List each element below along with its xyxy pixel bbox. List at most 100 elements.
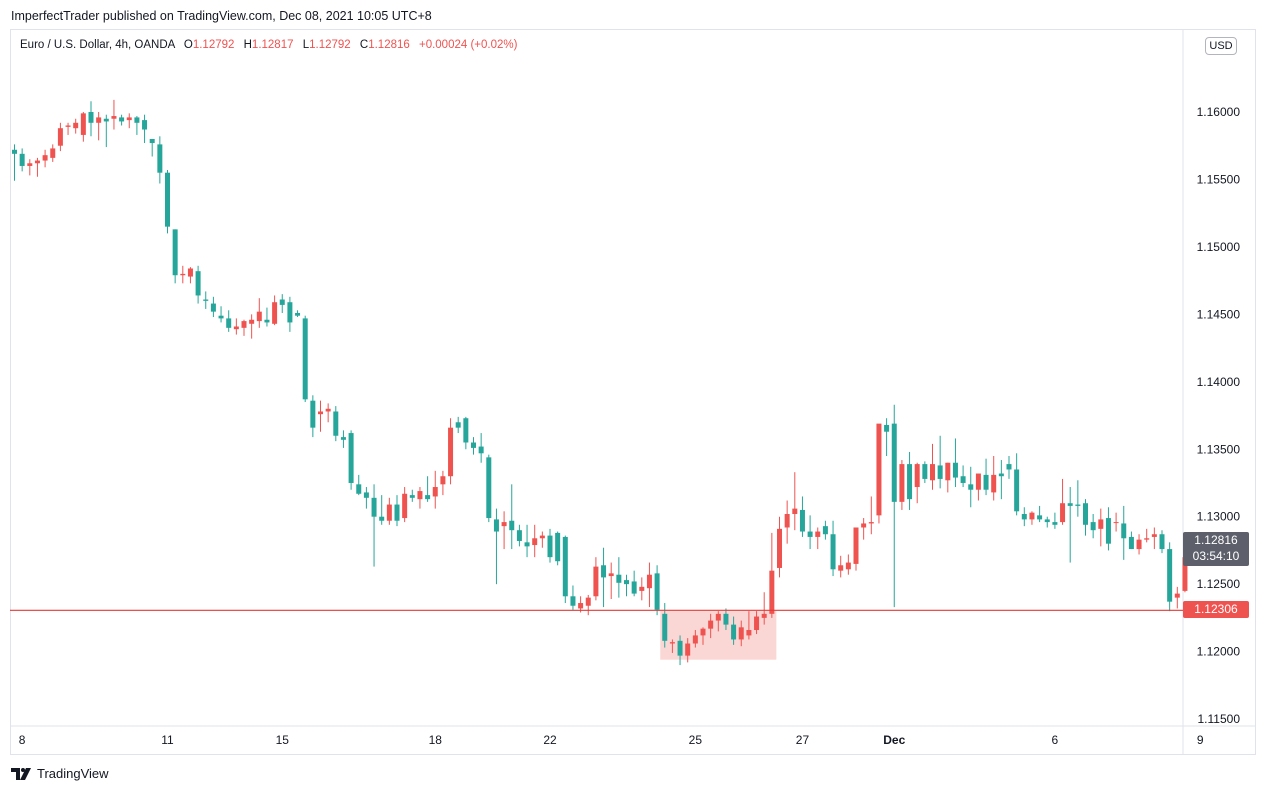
candle-body — [608, 573, 614, 577]
candle-body — [815, 531, 821, 537]
candle-body — [685, 643, 691, 656]
candle-body — [891, 423, 897, 502]
candle — [333, 406, 339, 442]
candle-body — [516, 530, 522, 541]
candle-body — [432, 487, 438, 497]
currency-button[interactable]: USD — [1205, 37, 1237, 55]
publisher-line: ImperfectTrader published on TradingView… — [11, 9, 432, 23]
candle-body — [991, 474, 997, 493]
candle — [501, 511, 507, 550]
candle-body — [769, 570, 775, 614]
candle-body — [509, 520, 515, 531]
candle — [937, 435, 943, 489]
candle — [394, 495, 400, 527]
candle — [1098, 508, 1104, 547]
candle — [975, 473, 981, 501]
candle — [486, 454, 492, 523]
candle-body — [12, 149, 17, 154]
candle-body — [578, 603, 584, 609]
candle — [180, 265, 186, 284]
candle-body — [486, 457, 492, 519]
candle — [57, 122, 63, 152]
level-price-badge: 1.12306 — [1183, 601, 1249, 618]
candle — [708, 613, 714, 639]
time-axis[interactable]: 8 11 15 18 22 25 27 Dec 6 9 — [19, 733, 1204, 747]
candle — [731, 616, 737, 645]
candle-body — [968, 484, 974, 490]
candle-body — [264, 319, 270, 323]
candle — [815, 527, 821, 550]
candle — [149, 138, 155, 157]
candle — [356, 474, 362, 496]
candle — [425, 476, 431, 502]
price-tick-label: 1.12500 — [1197, 577, 1241, 591]
tradingview-brand[interactable]: TradingView — [11, 766, 109, 781]
candle — [685, 638, 691, 663]
candle-body — [371, 497, 377, 517]
candle-body — [440, 476, 446, 485]
candle — [524, 524, 530, 558]
candle-body — [157, 144, 163, 173]
low-label: L — [302, 39, 310, 51]
candle-body — [1037, 515, 1043, 520]
candle-body — [1075, 504, 1081, 506]
candle — [792, 472, 798, 531]
candle — [1029, 511, 1035, 525]
candle — [310, 395, 316, 438]
candle-body — [386, 504, 392, 521]
candle — [142, 114, 148, 144]
candle-body — [822, 526, 828, 535]
candle — [838, 555, 844, 578]
symbol-name[interactable]: Euro / U.S. Dollar, 4h, OANDA — [20, 39, 175, 51]
candle-body — [1044, 519, 1050, 523]
candle-body — [708, 620, 714, 629]
candle — [845, 554, 851, 575]
candle-body — [914, 464, 920, 488]
price-tick-label: 1.11500 — [1198, 712, 1241, 726]
candle — [471, 437, 476, 455]
candle — [899, 460, 905, 510]
candle-body — [165, 172, 170, 227]
candle — [96, 112, 102, 141]
candle — [884, 418, 890, 456]
candle-body — [1021, 514, 1027, 520]
time-tick-label: 6 — [1052, 733, 1059, 747]
candle-body — [646, 574, 652, 589]
candle-body — [379, 516, 385, 521]
candle — [432, 470, 438, 509]
candle-body — [593, 566, 599, 597]
candle — [42, 149, 48, 168]
candle — [386, 497, 392, 525]
candle-body — [318, 411, 323, 415]
chart-frame[interactable] — [10, 29, 1256, 755]
candle — [907, 451, 913, 510]
price-axis[interactable]: 1.16000 1.15500 1.15000 1.14500 1.14000 1.135… — [1197, 105, 1241, 726]
candle-body — [448, 427, 454, 477]
candle-body — [249, 319, 255, 324]
candle-body — [922, 464, 928, 479]
open-value: 1.12792 — [192, 39, 235, 51]
candle — [187, 267, 193, 284]
candle — [868, 496, 874, 535]
candle — [555, 531, 561, 566]
candle — [715, 611, 721, 632]
candle-body — [65, 125, 71, 127]
candle — [264, 307, 270, 327]
candle-body — [792, 508, 798, 515]
price-tick-label: 1.15500 — [1197, 172, 1241, 186]
candle-body — [746, 630, 752, 636]
candle — [233, 318, 239, 335]
candle-body — [1083, 503, 1088, 525]
candle-body — [142, 120, 148, 130]
candle — [723, 608, 729, 631]
candle-body — [784, 514, 790, 528]
candle-body — [1029, 512, 1035, 520]
candle-body — [884, 424, 890, 432]
candle-body — [1151, 534, 1157, 537]
candle-body — [524, 542, 530, 547]
candle — [1006, 455, 1012, 479]
candle — [103, 114, 109, 148]
symbol-legend: Euro / U.S. Dollar, 4h, OANDA O1.12792 H… — [20, 39, 517, 51]
candle-body — [1144, 538, 1150, 540]
